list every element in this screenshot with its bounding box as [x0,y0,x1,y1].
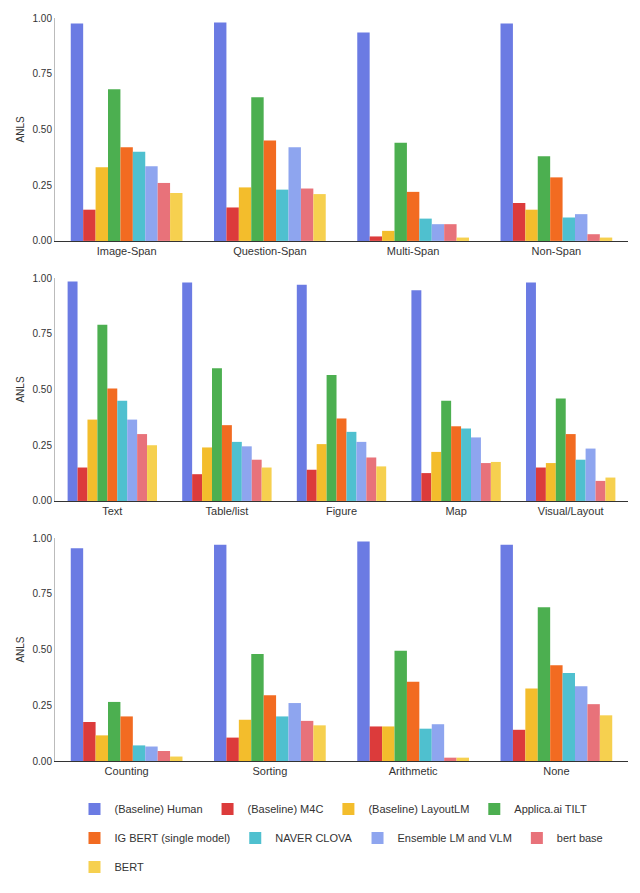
svg-text:(Baseline) Human: (Baseline) Human [115,803,203,815]
svg-text:Arithmetic: Arithmetic [389,765,438,777]
svg-text:ANLS: ANLS [15,116,26,142]
svg-text:0.00: 0.00 [33,495,53,506]
svg-text:Image-Span: Image-Span [97,245,157,257]
svg-text:0.50: 0.50 [33,124,53,135]
svg-text:Question-Span: Question-Span [233,245,306,257]
svg-text:Sorting: Sorting [252,765,287,777]
svg-text:0.50: 0.50 [33,644,53,655]
svg-text:(Baseline) M4C: (Baseline) M4C [248,803,324,815]
svg-text:1.00: 1.00 [33,13,53,24]
svg-text:Table/list: Table/list [206,505,249,517]
svg-text:0.25: 0.25 [33,440,53,451]
svg-text:0.00: 0.00 [33,235,53,246]
svg-text:Applica.ai TILT: Applica.ai TILT [514,803,587,815]
svg-text:Non-Span: Non-Span [532,245,582,257]
svg-text:ANLS: ANLS [15,636,26,662]
svg-text:Map: Map [445,505,466,517]
svg-text:bert base: bert base [557,832,603,844]
svg-text:0.50: 0.50 [33,384,53,395]
svg-text:1.00: 1.00 [33,273,53,284]
svg-text:1.00: 1.00 [33,533,53,544]
svg-text:ANLS: ANLS [15,376,26,402]
svg-text:0.75: 0.75 [33,328,53,339]
svg-text:Counting: Counting [105,765,149,777]
svg-text:(Baseline) LayoutLM: (Baseline) LayoutLM [368,803,469,815]
svg-text:Multi-Span: Multi-Span [387,245,440,257]
svg-text:Text: Text [102,505,122,517]
svg-text:NAVER CLOVA: NAVER CLOVA [275,832,352,844]
svg-text:0.75: 0.75 [33,588,53,599]
svg-text:Visual/Layout: Visual/Layout [538,505,604,517]
svg-text:0.25: 0.25 [33,700,53,711]
svg-text:0.25: 0.25 [33,180,53,191]
svg-text:IG BERT (single model): IG BERT (single model) [115,832,231,844]
svg-text:0.00: 0.00 [33,756,53,767]
svg-text:Ensemble LM and VLM: Ensemble LM and VLM [398,832,512,844]
svg-text:BERT: BERT [115,861,144,873]
svg-text:0.75: 0.75 [33,68,53,79]
svg-text:None: None [543,765,569,777]
svg-text:Figure: Figure [326,505,357,517]
